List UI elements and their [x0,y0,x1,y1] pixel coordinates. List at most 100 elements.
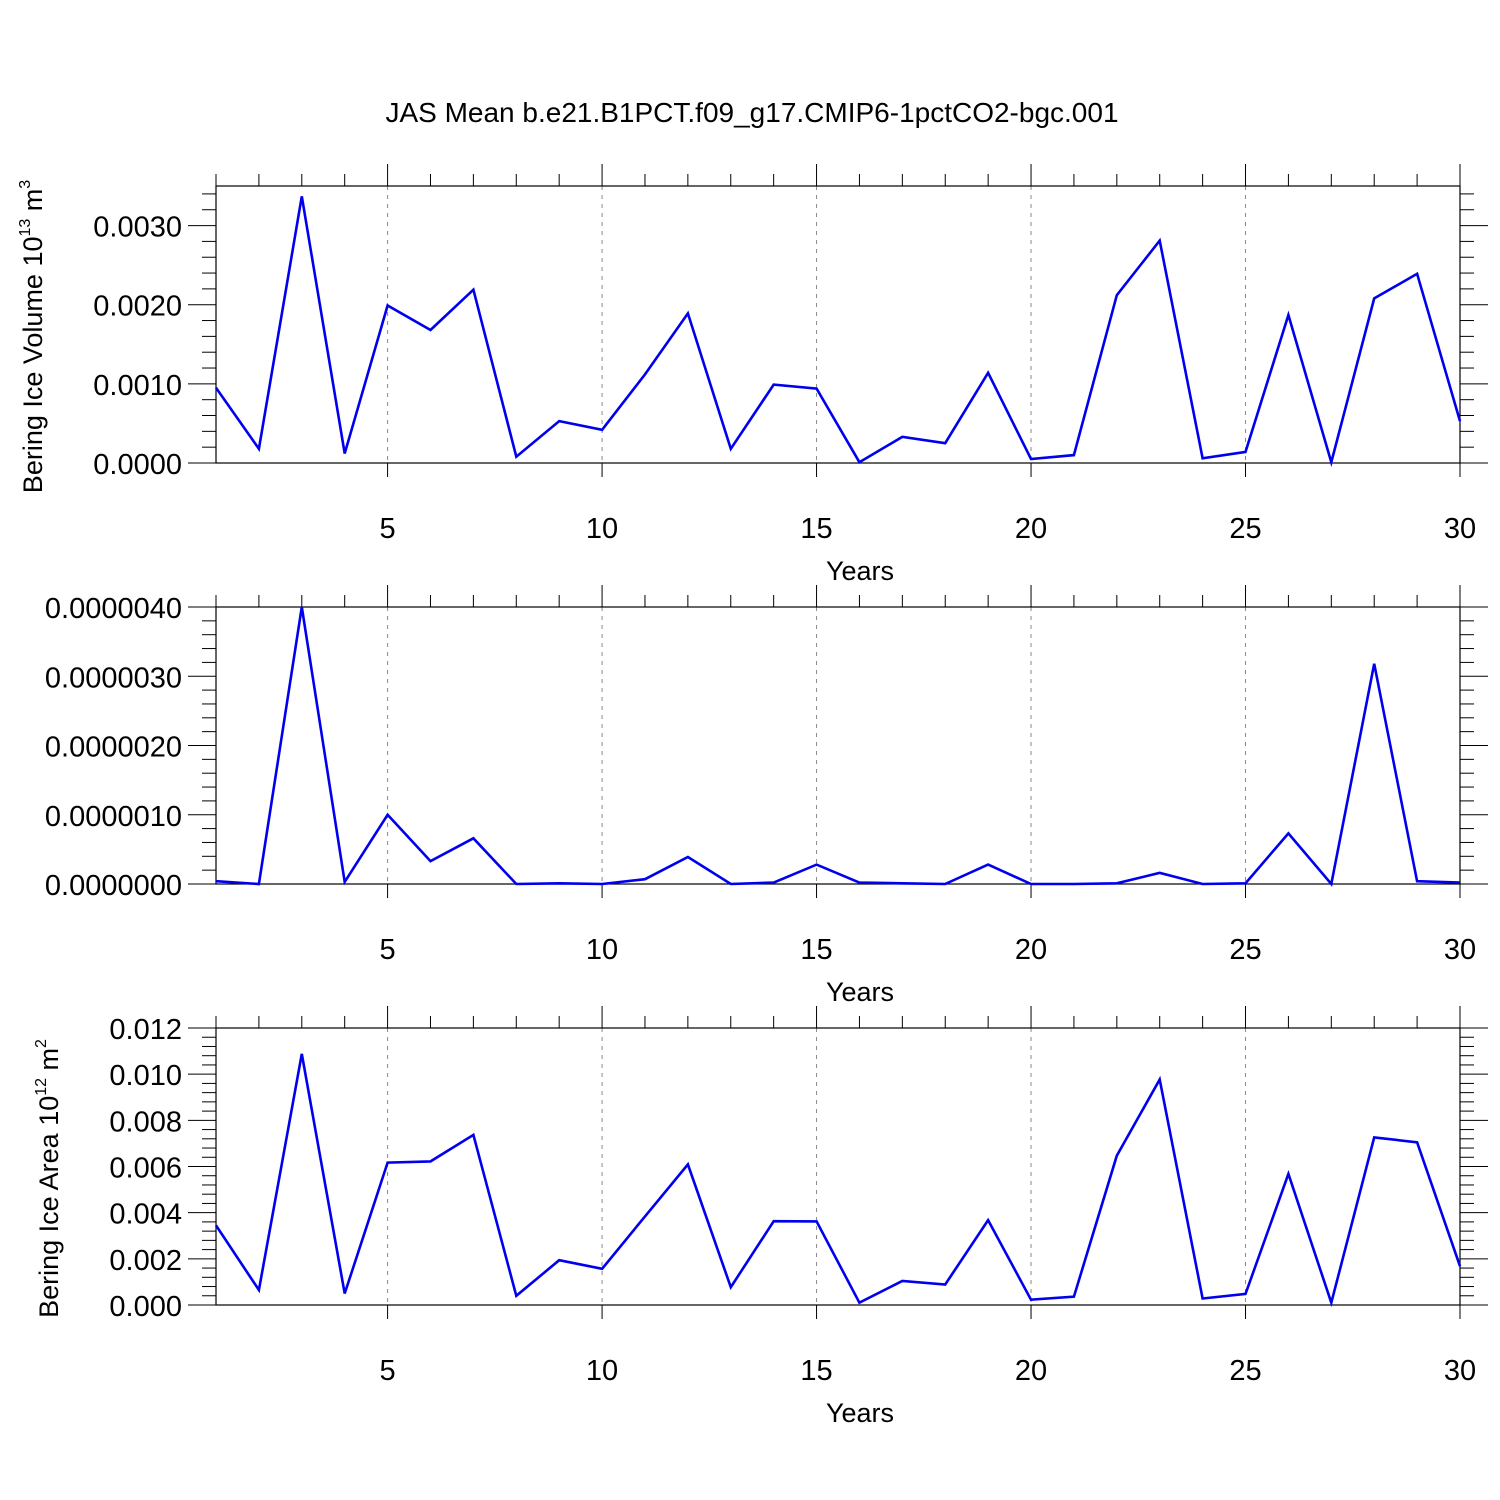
data-point [216,387,217,388]
y-axis-title-text: Bering Ice Volume 10 [18,237,48,494]
data-point [473,1134,474,1135]
data-point [1288,1173,1289,1174]
y-tick-label: 0.0000020 [45,732,182,764]
data-point [1460,1266,1461,1267]
data-point [301,196,302,197]
chart-panel-3: 5 10 15 20 25 30 0.000 0.002 0.004 0.006 0.008 0.01… [33,1006,1488,1428]
data-point [1073,455,1074,456]
data-point [1417,1142,1418,1143]
y-axis-title-superscript: 13 [17,219,34,237]
data-point [1245,451,1246,452]
data-point [258,1289,259,1290]
data-point [301,1053,302,1054]
data-point [988,372,989,373]
y-axis-title-superscript: 12 [33,1078,50,1096]
data-point [559,421,560,422]
data-point [816,864,817,865]
x-tick-label: 20 [1015,513,1047,545]
data-point [516,456,517,457]
data-point [1031,459,1032,460]
x-tick-label: 5 [380,934,396,966]
data-point [1460,882,1461,883]
data-point [988,1220,989,1221]
x-tick-label: 25 [1229,934,1261,966]
y-tick-label: 0.006 [109,1153,182,1185]
data-point [730,1287,731,1288]
y-tick-label: 0.008 [109,1106,182,1138]
data-point [344,1293,345,1294]
plot-frame [215,606,1461,885]
x-tick-label: 15 [800,934,832,966]
data-point [387,814,388,815]
data-point [773,1221,774,1222]
x-tick-label: 10 [586,1355,618,1387]
data-point [1331,462,1332,463]
y-axis-title-superscript: 3 [17,180,34,189]
y-tick-label: 0.0020 [93,291,182,323]
y-tick-label: 0.012 [109,1014,182,1046]
data-point [430,330,431,331]
data-point [216,881,217,882]
data-point [902,1280,903,1281]
data-point [1374,1137,1375,1138]
data-point [1202,458,1203,459]
data-point [516,884,517,885]
chart-panel-1: 5 10 15 20 25 30 0.0000 0.0010 0.0020 0.0030 Years… [17,164,1488,586]
data-point [687,1164,688,1165]
y-tick-label: 0.0000030 [45,662,182,694]
y-axis-title-text: m [34,1048,64,1078]
panels: 5 10 15 20 25 300.00000.00100.00200.0030Years… [17,164,1488,1428]
data-point [988,864,989,865]
x-tick-label: 30 [1444,934,1476,966]
y-tick-label: 0.0000 [93,449,182,481]
x-tick-label: 5 [380,513,396,545]
data-point [945,443,946,444]
data-point [687,313,688,314]
data-point [602,429,603,430]
data-point [730,448,731,449]
x-tick-label: 15 [800,1355,832,1387]
y-axis-title-superscript: 2 [33,1039,50,1048]
data-point [473,838,474,839]
x-tick-label: 25 [1229,513,1261,545]
data-point [559,883,560,884]
x-tick-label: 10 [586,934,618,966]
data-point [1159,240,1160,241]
data-point [859,1302,860,1303]
x-tick-label: 25 [1229,1355,1261,1387]
y-tick-label: 0.0000000 [45,870,182,902]
data-point [1331,1302,1332,1303]
data-point [1374,663,1375,664]
x-tick-label: 10 [586,513,618,545]
data-point [1288,833,1289,834]
data-point [859,882,860,883]
y-axis-title: Bering Ice Area 1012 m2 [33,1039,64,1318]
data-point [344,881,345,882]
chart-panel-2: 5 10 15 20 25 30 0.0000000 0.0000010 0.0000020 0.… [45,585,1488,1007]
data-point [430,1161,431,1162]
data-point [902,883,903,884]
x-axis-title: Years [826,977,894,1007]
series-line-1 [215,606,1461,887]
data-point [644,879,645,880]
x-tick-label: 20 [1015,1355,1047,1387]
data-point [216,1225,217,1226]
y-axis-title: Bering Ice Volume 1013 m3 [17,180,48,493]
data-point [1073,884,1074,885]
x-axis-title: Years [826,1398,894,1428]
data-point [1417,881,1418,882]
x-tick-label: 5 [380,1355,396,1387]
y-tick-label: 0.0000010 [45,801,182,833]
data-point [1031,884,1032,885]
data-point [1073,1296,1074,1297]
data-point [258,448,259,449]
series-line-1 [214,196,1462,468]
series-line-1 [214,1053,1462,1308]
data-point [1116,295,1117,296]
data-point [687,856,688,857]
y-tick-label: 0.004 [109,1199,182,1231]
data-point [1159,1079,1160,1080]
y-tick-label: 0.000 [109,1291,182,1323]
figure-title: JAS Mean b.e21.B1PCT.f09_g17.CMIP6-1pctC… [385,97,1118,128]
